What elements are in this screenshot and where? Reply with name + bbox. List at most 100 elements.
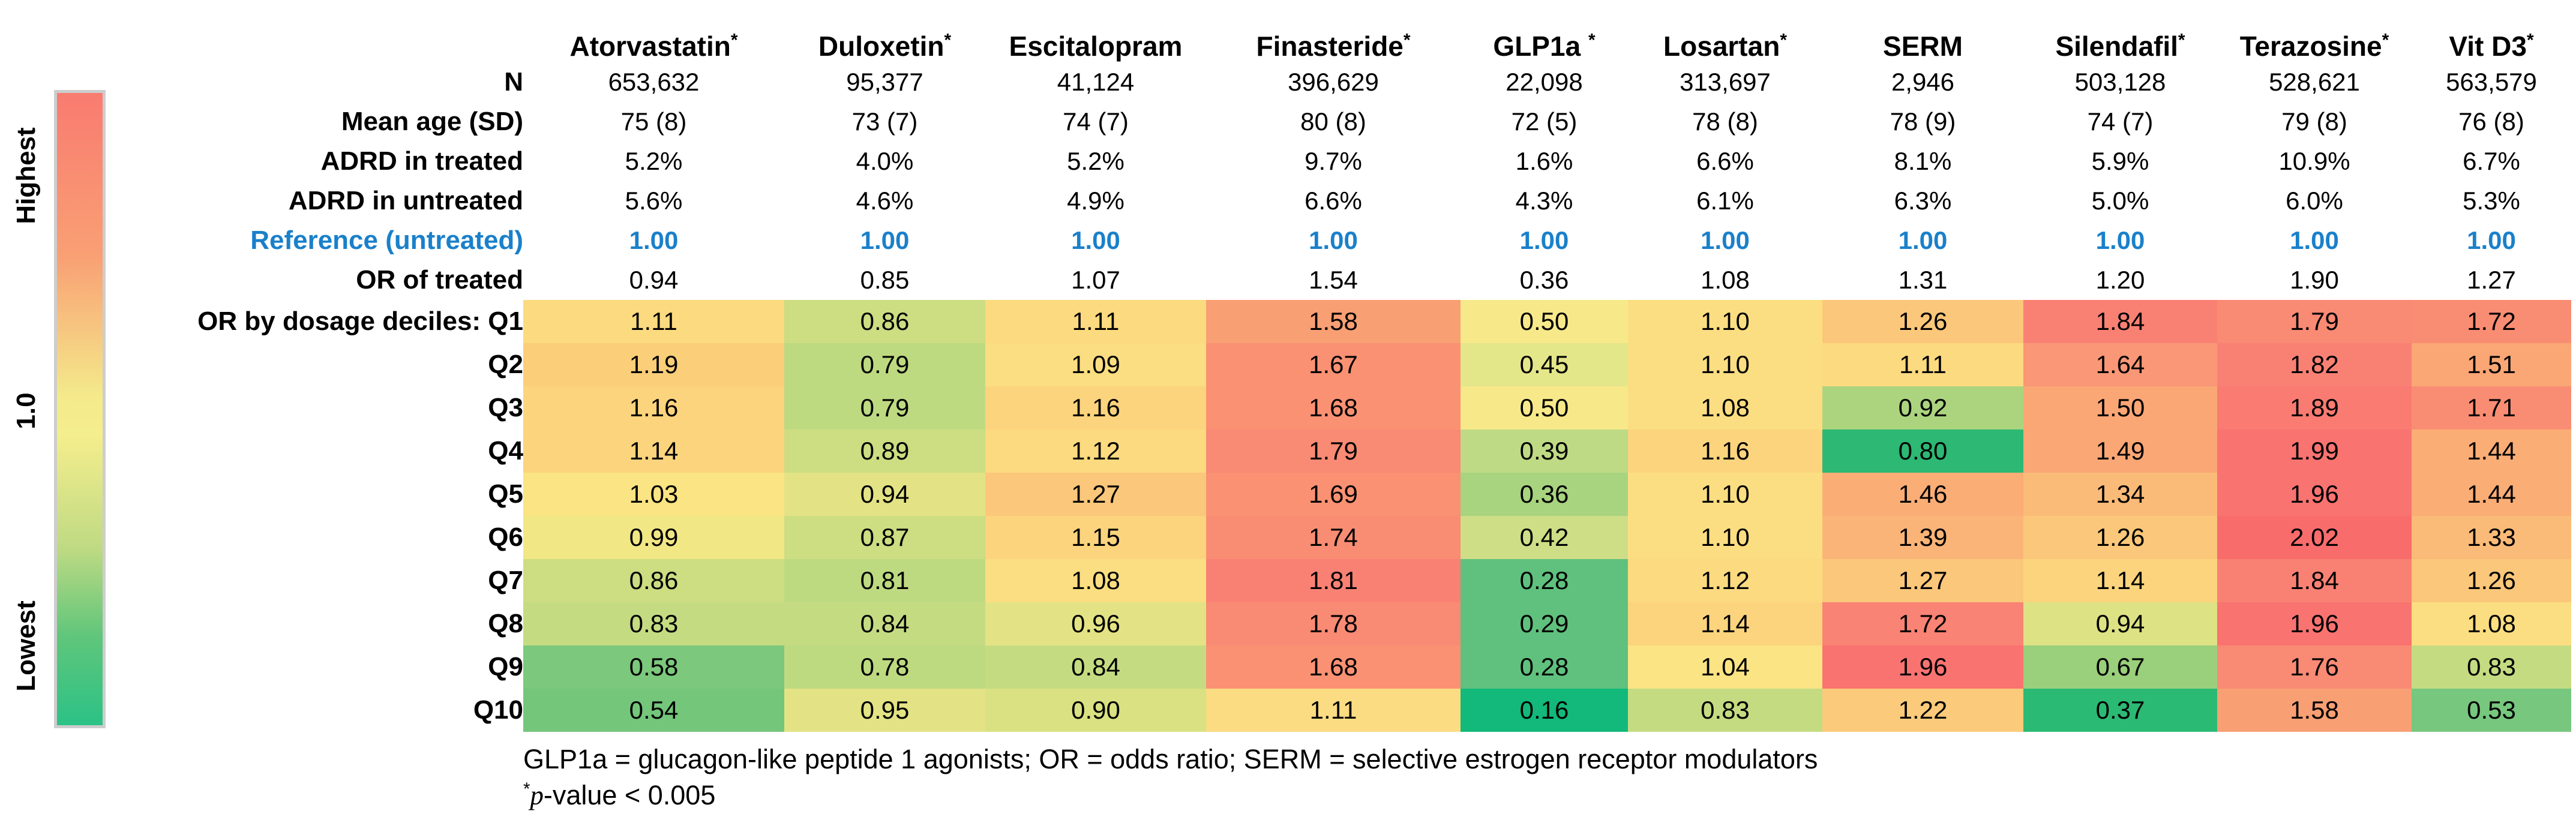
column-header: Losartan* <box>1663 30 1787 62</box>
stat-cell: 1.00 <box>2290 226 2339 254</box>
heatmap-cell: 1.50 <box>2023 386 2217 429</box>
stat-cell: 4.6% <box>856 187 914 215</box>
heatmap-cell: 1.09 <box>985 343 1206 386</box>
stat-cell: 1.00 <box>629 226 679 254</box>
significance-asterisk: * <box>1403 30 1411 50</box>
heatmap-cell: 1.76 <box>2217 645 2412 689</box>
heatmap-cell: 1.11 <box>1206 689 1461 732</box>
heatmap-cell: 0.45 <box>1461 343 1628 386</box>
stat-cell: 75 (8) <box>620 107 687 136</box>
stat-cell: 1.00 <box>1519 226 1569 254</box>
heatmap-cell: 0.36 <box>1461 473 1628 516</box>
row-label: OR of treated <box>356 265 523 295</box>
significance-asterisk: * <box>1780 30 1787 50</box>
stat-cell: 73 (7) <box>851 107 918 136</box>
row-label: Q4 <box>488 436 523 465</box>
stat-cell: 9.7% <box>1305 147 1362 175</box>
stat-cell: 653,632 <box>608 68 700 96</box>
stat-cell: 79 (8) <box>2281 107 2347 136</box>
heatmap-cell: 0.84 <box>985 645 1206 689</box>
heatmap-cell: 0.84 <box>784 602 985 645</box>
heatmap-cell: 1.14 <box>2023 559 2217 602</box>
significance-asterisk: * <box>1588 30 1596 50</box>
stat-cell: 1.00 <box>860 226 910 254</box>
row-label: Q9 <box>488 652 523 681</box>
stat-cell: 78 (8) <box>1692 107 1758 136</box>
heatmap-cell: 1.58 <box>1206 300 1461 343</box>
stat-cell: 5.0% <box>2091 187 2149 215</box>
heatmap-cell: 0.92 <box>1822 386 2023 429</box>
heatmap-cell: 1.33 <box>2412 516 2571 559</box>
heatmap-cell: 0.37 <box>2023 689 2217 732</box>
stat-cell: 1.00 <box>1071 226 1120 254</box>
footnotes: GLP1a = glucagon-like peptide 1 agonists… <box>523 741 1818 813</box>
legend-highest-label: Highest <box>11 127 41 224</box>
heatmap-cell: 1.99 <box>2217 429 2412 473</box>
stat-cell: 1.00 <box>1701 226 1750 254</box>
heatmap-cell: 1.64 <box>2023 343 2217 386</box>
stat-cell: 5.3% <box>2463 187 2520 215</box>
heatmap-cell: 1.27 <box>985 473 1206 516</box>
heatmap-cell: 1.72 <box>1822 602 2023 645</box>
row-label: Q2 <box>488 350 523 379</box>
heatmap-cell: 0.67 <box>2023 645 2217 689</box>
row-label: Q10 <box>473 695 523 725</box>
row-label: ADRD in untreated <box>288 186 523 215</box>
decile-row: Q8 0.83 0.84 0.96 1.78 0.29 1.14 1.72 0.94 1.96 1.… <box>102 602 2571 645</box>
heatmap-cell: 0.86 <box>784 300 985 343</box>
row-label: Mean age (SD) <box>341 107 523 136</box>
row-label: ADRD in treated <box>320 146 523 176</box>
stat-cell: 41,124 <box>1057 68 1135 96</box>
stat-cell: 80 (8) <box>1300 107 1366 136</box>
heatmap-cell: 1.03 <box>523 473 784 516</box>
column-header: Finasteride* <box>1256 30 1411 62</box>
row-label: Reference (untreated) <box>250 226 523 255</box>
stat-cell: 22,098 <box>1506 68 1583 96</box>
heatmap-cell: 1.44 <box>2412 473 2571 516</box>
heatmap-cell: 1.11 <box>985 300 1206 343</box>
stat-cell: 528,621 <box>2269 68 2360 96</box>
column-header: SERM <box>1883 31 1963 62</box>
heatmap-cell: 1.08 <box>985 559 1206 602</box>
column-header: Atorvastatin* <box>569 30 738 62</box>
stat-cell: 6.3% <box>1894 187 1952 215</box>
stat-cell: 4.3% <box>1515 187 1573 215</box>
heatmap-cell: 1.81 <box>1206 559 1461 602</box>
heatmap-cell: 1.26 <box>1822 300 2023 343</box>
heatmap-cell: 1.68 <box>1206 386 1461 429</box>
heatmap-cell: 1.68 <box>1206 645 1461 689</box>
column-header: Duloxetin* <box>818 30 952 62</box>
decile-row: Q4 1.14 0.89 1.12 1.79 0.39 1.16 0.80 1.49 1.99 1.… <box>102 429 2571 473</box>
decile-row: Q10 0.54 0.95 0.90 1.11 0.16 0.83 1.22 0.37 1.58 0… <box>102 689 2571 732</box>
stat-cell: 2,946 <box>1891 68 1955 96</box>
heatmap-cell: 0.78 <box>784 645 985 689</box>
stat-cell: 1.00 <box>2467 226 2516 254</box>
row-label: N <box>504 67 523 97</box>
heatmap-cell: 0.99 <box>523 516 784 559</box>
heatmap-cell: 0.50 <box>1461 300 1628 343</box>
stat-cell: 0.94 <box>629 266 679 294</box>
significance-asterisk: * <box>2526 30 2534 50</box>
heatmap-cell: 1.78 <box>1206 602 1461 645</box>
stat-cell: 5.9% <box>2091 147 2149 175</box>
heatmap-cell: 1.26 <box>2023 516 2217 559</box>
heatmap-cell: 0.83 <box>2412 645 2571 689</box>
heatmap-cell: 1.16 <box>523 386 784 429</box>
heatmap-cell: 1.82 <box>2217 343 2412 386</box>
stat-cell: 10.9% <box>2278 147 2350 175</box>
heatmap-cell: 0.42 <box>1461 516 1628 559</box>
stat-cell: 6.6% <box>1305 187 1362 215</box>
heatmap-cell: 1.84 <box>2023 300 2217 343</box>
pvalue-note: *p-value < 0.005 <box>523 777 1818 813</box>
color-gradient-bar <box>54 90 106 728</box>
stat-cell: 1.27 <box>2467 266 2516 294</box>
row-label: Q3 <box>488 393 523 422</box>
heatmap-cell: 1.58 <box>2217 689 2412 732</box>
column-header: Terazosine* <box>2239 30 2389 62</box>
heatmap-cell: 0.79 <box>784 343 985 386</box>
heatmap-cell: 0.16 <box>1461 689 1628 732</box>
stat-row: Reference (untreated) 1.00 1.00 1.00 1.00 1.0… <box>102 221 2571 260</box>
stat-cell: 6.6% <box>1696 147 1754 175</box>
heatmap-cell: 0.28 <box>1461 559 1628 602</box>
heatmap-cell: 1.27 <box>1822 559 2023 602</box>
